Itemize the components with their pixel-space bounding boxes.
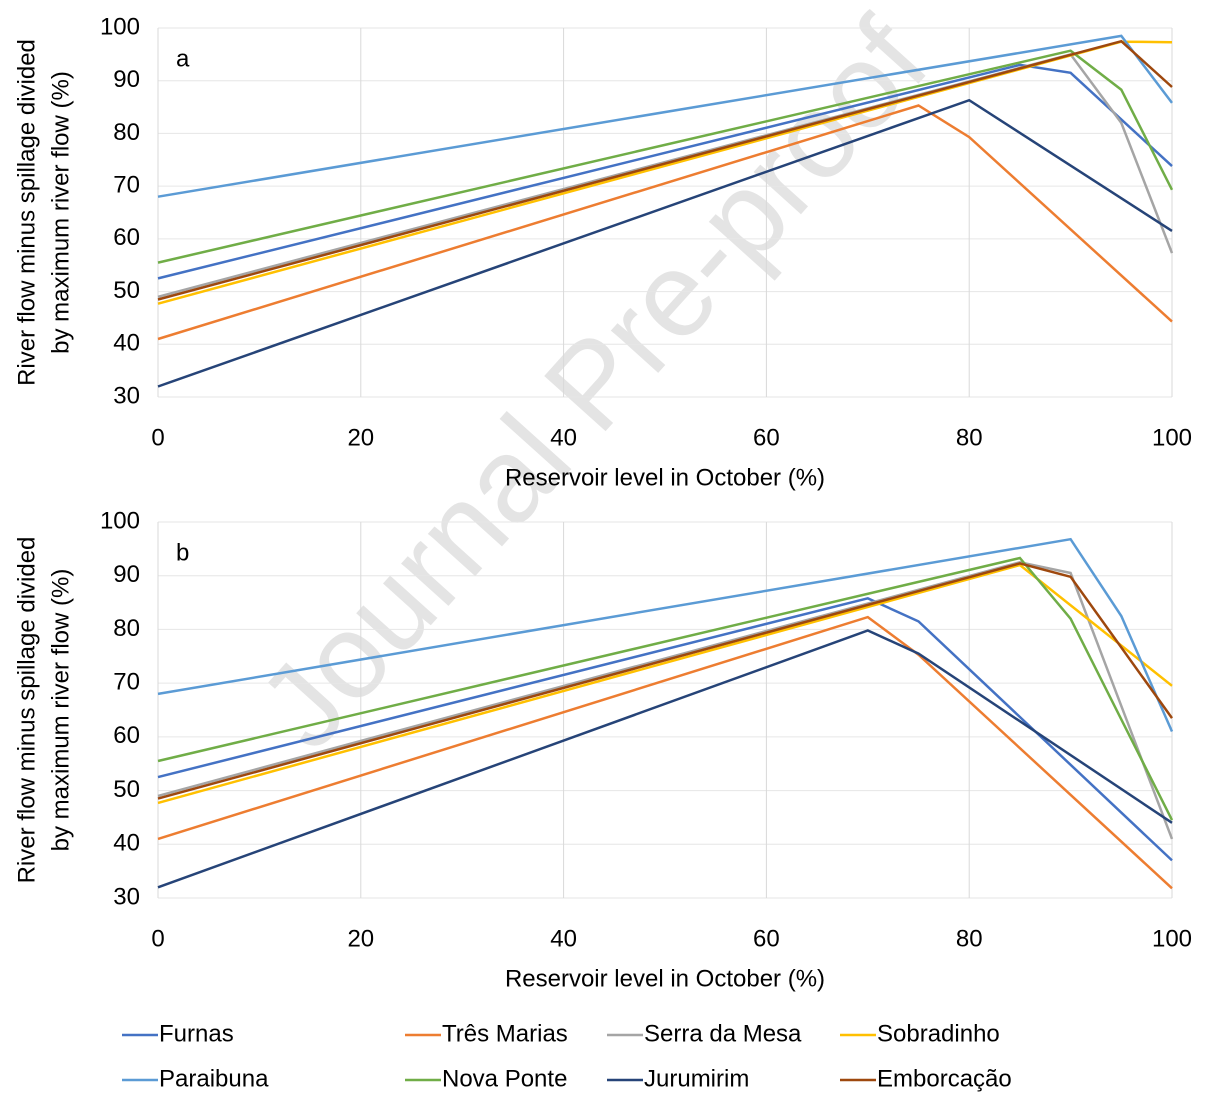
legend-label: Jurumirim: [644, 1065, 749, 1092]
series-line: [157, 63, 1173, 280]
legend-label: Emborcação: [877, 1065, 1012, 1092]
y-axis-label: by maximum river flow (%): [47, 71, 74, 354]
y-tick-label: 70: [113, 668, 140, 695]
y-tick-label: 40: [113, 330, 140, 357]
x-axis-label: Reservoir level in October (%): [505, 464, 825, 491]
series-line: [157, 104, 1173, 341]
x-tick-label: 0: [151, 925, 164, 952]
y-tick-label: 80: [113, 119, 140, 146]
legend-label: Furnas: [159, 1020, 234, 1047]
legend-label: Sobradinho: [877, 1020, 1000, 1047]
legend-label: Paraibuna: [159, 1065, 269, 1092]
y-axis-label: by maximum river flow (%): [47, 569, 74, 852]
x-axis-label: Reservoir level in October (%): [505, 965, 825, 992]
legend-label: Três Marias: [442, 1020, 568, 1047]
y-tick-label: 90: [113, 66, 140, 93]
panel-label: a: [176, 45, 190, 72]
x-tick-label: 80: [956, 925, 983, 952]
series-line: [157, 49, 1174, 264]
series-line: [157, 596, 1173, 862]
series-line: [157, 615, 1173, 890]
y-tick-label: 60: [113, 224, 140, 251]
y-tick-label: 50: [113, 277, 140, 304]
x-tick-label: 100: [1152, 925, 1192, 952]
x-tick-label: 20: [347, 424, 374, 451]
series-line: [157, 537, 1174, 733]
y-tick-label: 100: [100, 507, 140, 534]
y-tick-label: 50: [113, 776, 140, 803]
x-tick-label: 20: [347, 925, 374, 952]
x-tick-label: 80: [956, 424, 983, 451]
y-axis-label: River flow minus spillage divided: [13, 537, 40, 884]
y-tick-label: 80: [113, 615, 140, 642]
series-line: [157, 561, 1174, 840]
x-tick-label: 40: [550, 925, 577, 952]
series-line: [157, 52, 1174, 299]
y-tick-label: 90: [113, 561, 140, 588]
y-tick-label: 60: [113, 722, 140, 749]
y-tick-label: 40: [113, 830, 140, 857]
series-line: [157, 556, 1174, 821]
y-tick-label: 30: [113, 883, 140, 910]
series-line: [157, 34, 1173, 198]
y-tick-label: 30: [113, 382, 140, 409]
x-tick-label: 60: [753, 424, 780, 451]
y-tick-label: 70: [113, 171, 140, 198]
series-line: [157, 98, 1173, 388]
series-line: [157, 629, 1173, 889]
panel-label: b: [176, 539, 189, 566]
series-line: [157, 562, 1174, 800]
x-tick-label: 40: [550, 424, 577, 451]
series-line: [157, 39, 1173, 301]
x-tick-label: 60: [753, 925, 780, 952]
legend-label: Nova Ponte: [442, 1065, 567, 1092]
x-tick-label: 0: [151, 424, 164, 451]
legend-label: Serra da Mesa: [644, 1020, 802, 1047]
y-tick-label: 100: [100, 13, 140, 40]
y-axis-label: River flow minus spillage divided: [13, 39, 40, 386]
x-tick-label: 100: [1152, 424, 1192, 451]
